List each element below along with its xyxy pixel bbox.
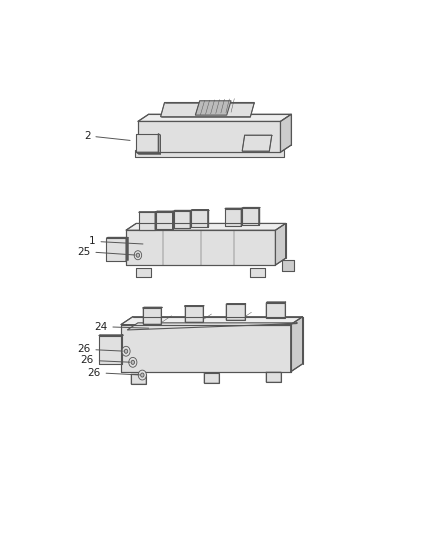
Polygon shape <box>121 317 303 325</box>
Circle shape <box>136 253 140 257</box>
Polygon shape <box>280 114 291 152</box>
Polygon shape <box>243 208 259 225</box>
Polygon shape <box>131 374 146 384</box>
Text: 25: 25 <box>77 247 135 256</box>
Polygon shape <box>156 211 173 212</box>
Polygon shape <box>158 134 160 154</box>
Polygon shape <box>184 305 204 306</box>
Text: 24: 24 <box>94 321 149 332</box>
Polygon shape <box>136 152 160 154</box>
Polygon shape <box>266 372 281 382</box>
Polygon shape <box>226 304 245 320</box>
Text: 26: 26 <box>77 344 123 354</box>
Circle shape <box>138 370 146 380</box>
Polygon shape <box>266 302 286 303</box>
Text: 26: 26 <box>81 356 130 365</box>
Polygon shape <box>126 223 286 230</box>
Polygon shape <box>225 209 241 226</box>
Polygon shape <box>136 134 158 152</box>
Polygon shape <box>184 306 203 322</box>
Polygon shape <box>161 102 254 117</box>
Circle shape <box>134 251 141 260</box>
Polygon shape <box>156 212 173 229</box>
Polygon shape <box>191 209 208 210</box>
Polygon shape <box>138 114 291 122</box>
Text: 2: 2 <box>84 131 130 141</box>
Polygon shape <box>106 237 127 238</box>
Polygon shape <box>106 238 126 261</box>
Polygon shape <box>282 260 294 271</box>
Polygon shape <box>195 101 231 115</box>
Polygon shape <box>259 207 260 225</box>
Circle shape <box>131 360 134 365</box>
Circle shape <box>141 373 144 377</box>
Polygon shape <box>121 325 291 372</box>
Polygon shape <box>139 212 155 230</box>
Polygon shape <box>143 308 162 324</box>
Polygon shape <box>242 135 272 151</box>
Polygon shape <box>266 303 285 318</box>
Polygon shape <box>137 268 152 277</box>
Polygon shape <box>126 237 127 261</box>
Polygon shape <box>190 211 191 228</box>
Polygon shape <box>134 150 284 157</box>
Polygon shape <box>250 268 265 277</box>
Polygon shape <box>99 336 122 364</box>
Polygon shape <box>241 208 242 226</box>
Polygon shape <box>174 211 190 228</box>
Polygon shape <box>225 208 242 209</box>
Text: 26: 26 <box>87 368 140 377</box>
Circle shape <box>122 346 130 356</box>
Polygon shape <box>191 210 208 228</box>
Polygon shape <box>291 317 303 372</box>
Polygon shape <box>204 373 219 383</box>
Circle shape <box>129 358 137 367</box>
Polygon shape <box>243 207 260 208</box>
Polygon shape <box>127 323 297 330</box>
Text: 1: 1 <box>89 236 143 246</box>
Polygon shape <box>155 212 156 230</box>
Circle shape <box>124 349 128 353</box>
Polygon shape <box>138 122 280 152</box>
Polygon shape <box>126 230 276 265</box>
Polygon shape <box>99 335 123 336</box>
Polygon shape <box>276 223 286 265</box>
